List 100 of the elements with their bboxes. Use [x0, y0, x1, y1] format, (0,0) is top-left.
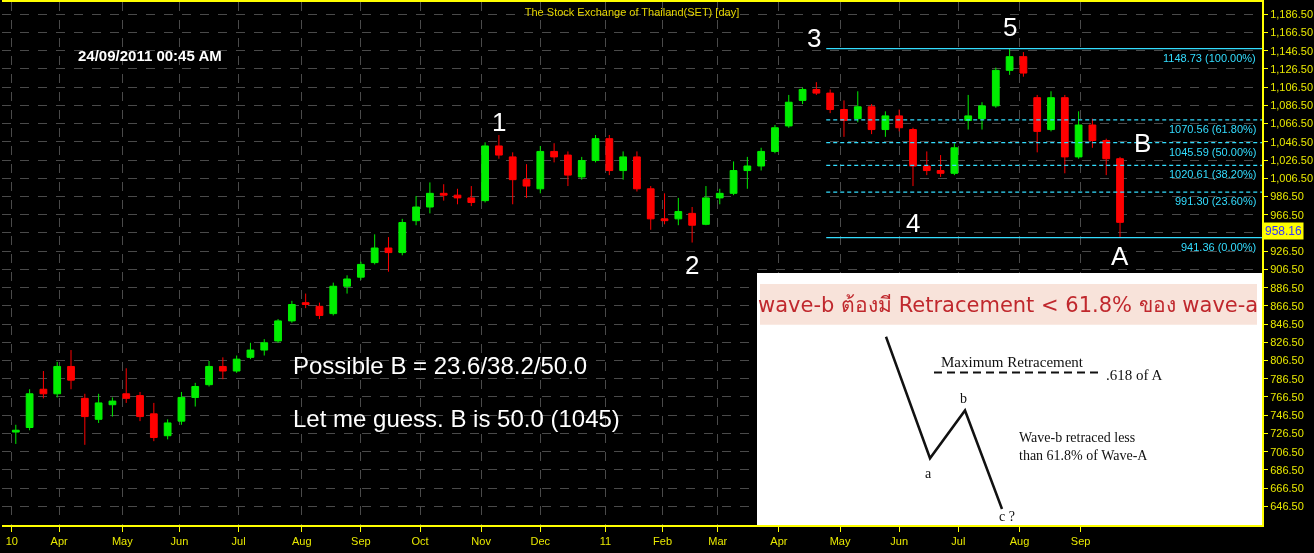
y-tick-label: 826.50: [1270, 336, 1304, 349]
candlestick: [909, 127, 917, 187]
text: 958.16: [1265, 224, 1303, 238]
candlestick: [771, 124, 779, 154]
y-tick-label: 726.50: [1270, 427, 1304, 440]
annotation: a: [925, 466, 932, 481]
series-label: 1148.73 (100.00%): [1163, 52, 1256, 64]
x-tick-label: Jun: [890, 535, 909, 548]
y-tick-label: 1,026.50: [1270, 153, 1314, 166]
series-label: 941.36 (0.00%): [1181, 241, 1257, 253]
candlestick: [218, 356, 227, 380]
x-tick-label: Jul: [951, 535, 966, 548]
series-label: 1045.59 (50.00%): [1169, 146, 1257, 158]
candlestick: [315, 302, 324, 320]
x-tick-label: Apr: [50, 535, 69, 548]
candlestick: [757, 147, 766, 172]
y-tick-label: 1,166.50: [1270, 26, 1314, 39]
series-label: 991.30 (23.60%): [1175, 195, 1257, 207]
candlestick: [149, 402, 158, 442]
y-tick-label: 766.50: [1270, 390, 1304, 403]
candlestick: [715, 188, 724, 205]
candlestick: [439, 183, 448, 202]
x-tick-label: Dec: [530, 535, 551, 548]
y-tick-label: 706.50: [1270, 445, 1304, 458]
candlestick: [936, 154, 945, 178]
candlestick: [1060, 94, 1069, 174]
candlestick: [646, 185, 655, 231]
candlestick: [743, 156, 752, 190]
annotation: 2: [685, 250, 700, 280]
candlestick: [895, 109, 904, 132]
y-tick-label: 646.50: [1270, 500, 1304, 513]
candlestick: [922, 150, 931, 176]
candlestick: [812, 81, 821, 96]
annotation: 4: [906, 208, 921, 238]
annotation: A: [1111, 241, 1129, 271]
candlestick: [467, 185, 476, 207]
candlestick: [191, 382, 200, 408]
candlestick: [1005, 48, 1014, 76]
candlestick: [398, 218, 407, 256]
annotation: 24/09/2011 00:45 AM: [78, 47, 222, 64]
candlestick: [1074, 110, 1083, 160]
candlestick: [1102, 138, 1111, 176]
y-tick-label: 806.50: [1270, 354, 1304, 367]
x-tick-label: Jul: [231, 535, 246, 548]
x-tick-label: Sep: [1070, 535, 1091, 548]
y-tick-label: 966.50: [1270, 208, 1304, 221]
y-tick-label: 1,126.50: [1270, 62, 1314, 75]
candlestick: [177, 391, 186, 426]
x-tick-label: Feb: [653, 535, 673, 548]
candlestick: [481, 141, 489, 203]
x-tick-label: Oct: [411, 535, 429, 548]
candlestick: [577, 156, 586, 181]
candlestick: [1116, 156, 1124, 239]
candlestick: [122, 367, 131, 404]
candlestick: [343, 274, 351, 295]
candlestick: [25, 388, 34, 431]
candlestick: [80, 393, 89, 446]
candlestick: [426, 181, 434, 214]
candlestick: [1088, 118, 1097, 149]
candlestick: [784, 94, 793, 129]
candlestick: [370, 233, 379, 265]
y-tick-label: 746.50: [1270, 409, 1304, 422]
candlestick: [881, 110, 890, 138]
candlestick: [301, 293, 310, 309]
y-tick-label: 1,046.50: [1270, 135, 1314, 148]
candlestick: [564, 150, 572, 187]
candlestick: [522, 163, 531, 199]
annotation: Maximum Retracement: [941, 354, 1084, 370]
candlestick: [67, 349, 75, 390]
candlestick: [260, 338, 269, 357]
candlestick: [274, 318, 282, 344]
y-tick-label: 786.50: [1270, 372, 1304, 385]
candlestick: [246, 342, 255, 360]
annotation: .618 of A: [1106, 367, 1163, 383]
candlestick: [991, 67, 1000, 109]
candlestick: [356, 261, 365, 281]
candlestick: [329, 282, 338, 316]
annotation: wave-b ต้องมี Retracement < 61.8% ของ wave-a: [758, 293, 1259, 317]
candlestick: [163, 418, 172, 440]
candlestick: [660, 192, 669, 225]
candlestick: [840, 99, 848, 138]
candlestick: [1047, 90, 1055, 132]
x-tick-label: Aug: [291, 535, 312, 548]
candlestick: [205, 360, 213, 388]
candlestick: [412, 195, 420, 226]
y-tick-label: 1,066.50: [1270, 117, 1314, 130]
x-tick-label: Aug: [1009, 535, 1030, 548]
candlestick: [453, 188, 462, 205]
annotation: b: [960, 391, 967, 406]
series-label: 1070.56 (61.80%): [1169, 123, 1257, 135]
candlestick: [674, 197, 683, 226]
candlestick: [798, 87, 807, 105]
candlestick: [384, 236, 393, 273]
candlestick: [633, 150, 641, 193]
x-tick-label: Mar: [708, 535, 728, 548]
annotation: Possible B = 23.6/38.2/50.0: [293, 352, 588, 379]
y-tick-label: 906.50: [1270, 263, 1304, 276]
candlestick: [605, 134, 614, 176]
chart-title: The Stock Exchange of Thailand(SET) [day]: [524, 5, 740, 18]
annotation: 3: [807, 23, 822, 53]
